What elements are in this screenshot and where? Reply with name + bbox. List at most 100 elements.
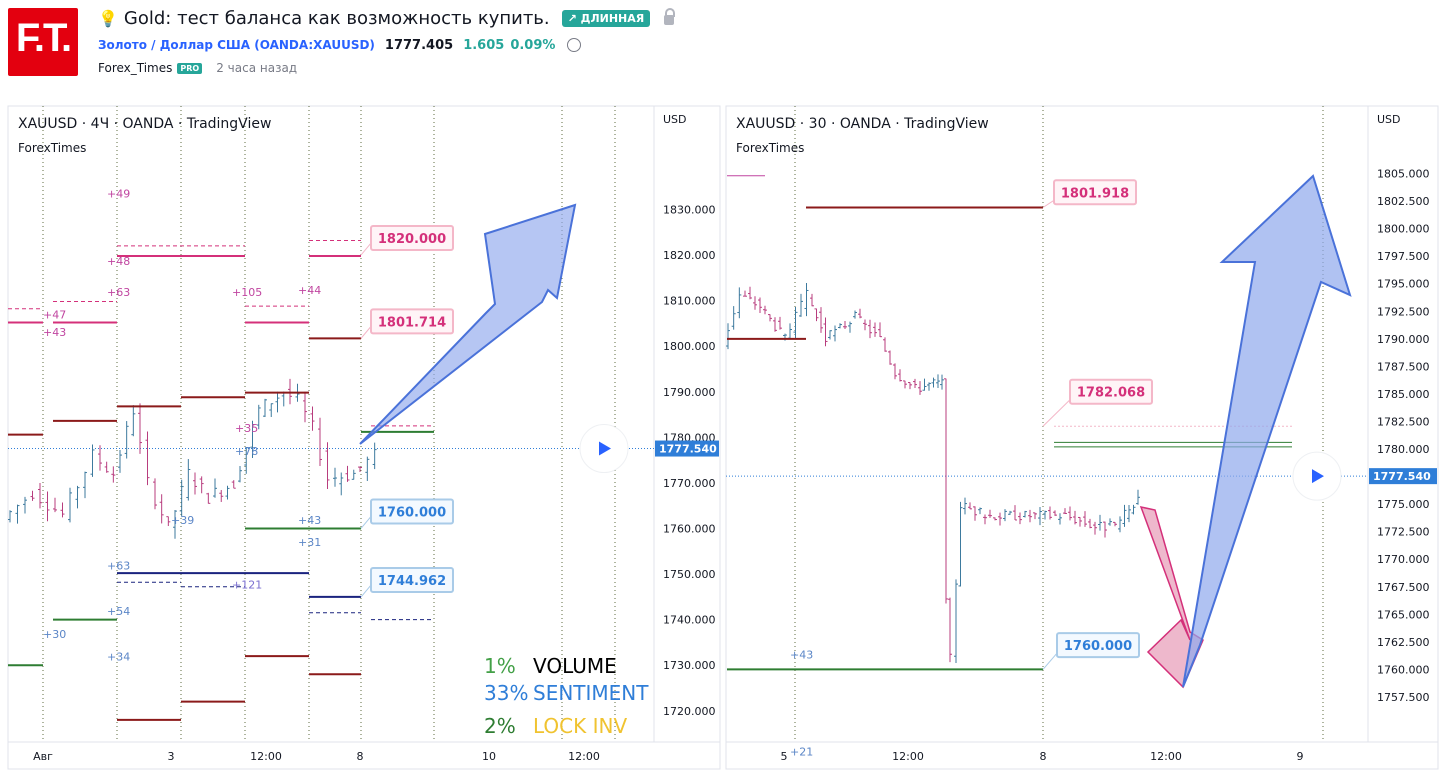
- candles: [8, 378, 377, 539]
- y-tick-label: 1760.000: [1377, 663, 1430, 676]
- percent-annotation: +39: [171, 514, 194, 527]
- play-icon: [599, 441, 611, 456]
- callout-pointer: [1042, 399, 1071, 427]
- symbol-change-pct: 0.09%: [510, 37, 556, 53]
- percent-annotation: +54: [107, 605, 130, 618]
- stat-percent: 2%: [484, 714, 516, 738]
- forecast-arrow-up: [359, 203, 577, 445]
- percent-annotation: +47: [43, 308, 66, 321]
- x-tick-label: 5: [781, 750, 788, 763]
- symbol-change: 1.605: [463, 37, 505, 53]
- percent-annotation: +43: [298, 514, 321, 527]
- watermark-label: ForexTimes: [736, 141, 804, 155]
- y-tick-label: 1830.000: [663, 203, 716, 216]
- x-tick-label: 12:00: [568, 750, 600, 763]
- y-tick-label: 1772.500: [1377, 526, 1430, 539]
- percent-annotation: +44: [298, 284, 321, 297]
- percent-annotation: +63: [107, 559, 130, 572]
- percent-annotation: +49: [107, 188, 130, 201]
- last-price-marker: [1369, 468, 1437, 485]
- percent-annotation: +105: [232, 286, 262, 299]
- level-callout-label: 1782.068: [1077, 386, 1145, 401]
- currency-label: USD: [663, 113, 687, 126]
- y-tick-label: 1800.000: [1377, 223, 1430, 236]
- percent-annotation: +21: [790, 745, 813, 758]
- stat-label: VOLUME: [533, 654, 617, 678]
- y-tick-label: 1800.000: [663, 340, 716, 353]
- y-tick-label: 1765.000: [1377, 608, 1430, 621]
- last-price-label: 1777.540: [1373, 470, 1431, 483]
- callout-pointer: [360, 242, 372, 256]
- alarm-clock-icon[interactable]: [567, 38, 582, 52]
- stat-percent: 1%: [484, 654, 516, 678]
- stat-label: LOCK INV: [533, 714, 627, 738]
- symbol-price: 1777.405: [384, 37, 454, 53]
- x-tick-label: 10: [482, 750, 496, 763]
- level-callout-label: 1760.000: [1064, 639, 1132, 654]
- stat-label: SENTIMENT: [533, 681, 649, 705]
- y-tick-label: 1797.500: [1377, 250, 1430, 263]
- y-tick-label: 1775.000: [1377, 498, 1430, 511]
- watermark-label: ForexTimes: [18, 141, 86, 155]
- lock-icon: [664, 8, 676, 25]
- chart-title: XAUUSD · 4Ч · OANDA · TradingView: [18, 116, 271, 132]
- y-tick-label: 1790.000: [1377, 333, 1430, 346]
- y-tick-label: 1730.000: [663, 659, 716, 672]
- x-tick-label: 12:00: [892, 750, 924, 763]
- long-badge: ↗ ДЛИННАЯ: [561, 9, 651, 27]
- x-tick-label: 8: [357, 750, 364, 763]
- percent-annotation: +63: [107, 286, 130, 299]
- candles: [726, 282, 1140, 663]
- author-link[interactable]: Forex_Times: [98, 61, 173, 75]
- y-tick-label: 1750.000: [663, 568, 716, 581]
- x-tick-label: Авг: [33, 750, 53, 763]
- forextimes-logo[interactable]: F.T.: [8, 8, 78, 76]
- percent-annotation: +121: [232, 579, 262, 592]
- callout-box: [370, 308, 454, 335]
- y-tick-label: 1760.000: [663, 522, 716, 535]
- callout-pointer: [1042, 199, 1055, 208]
- play-icon: [1312, 469, 1324, 484]
- logo-text: F.T.: [15, 16, 72, 60]
- chart-panel-4h[interactable]: 1830.000 1820.000 1810.000 1800.000 1790.000…: [7, 105, 721, 770]
- y-tick-label: 1720.000: [663, 705, 716, 718]
- chart-panel-30m[interactable]: 1805.000 1802.500 1800.000 1797.500 1795.000…: [725, 105, 1439, 770]
- percent-annotation: +78: [235, 445, 258, 458]
- percent-annotation: +30: [43, 628, 66, 641]
- y-tick-label: 1805.000: [1377, 168, 1430, 181]
- lightbulb-icon: 💡: [98, 8, 118, 28]
- x-tick-label: 12:00: [250, 750, 282, 763]
- y-tick-label: 1802.500: [1377, 195, 1430, 208]
- callout-pointer: [360, 516, 372, 529]
- chart-title: XAUUSD · 30 · OANDA · TradingView: [736, 116, 989, 132]
- level-callout-label: 1820.000: [378, 232, 446, 247]
- percent-annotation: +48: [107, 255, 130, 268]
- y-tick-label: 1740.000: [663, 614, 716, 627]
- callout-box: [1056, 632, 1140, 659]
- y-tick-label: 1782.500: [1377, 415, 1430, 428]
- callout-box: [1069, 378, 1153, 405]
- x-tick-label: 12:00: [1150, 750, 1182, 763]
- symbol-link[interactable]: Золото / Доллар США (OANDA:XAUUSD): [98, 38, 375, 52]
- callout-box: [370, 225, 454, 252]
- percent-annotation: +35: [235, 422, 258, 435]
- callout-box: [370, 498, 454, 525]
- callout-pointer: [360, 584, 372, 598]
- currency-label: USD: [1377, 113, 1401, 126]
- percent-annotation: +31: [298, 536, 321, 549]
- stat-percent: 33%: [484, 681, 528, 705]
- pro-badge: PRO: [177, 62, 203, 74]
- y-tick-label: 1770.000: [1377, 553, 1430, 566]
- level-callout-label: 1801.714: [378, 315, 446, 330]
- y-tick-label: 1770.000: [663, 477, 716, 490]
- percent-annotation: +43: [790, 648, 813, 661]
- y-tick-label: 1790.000: [663, 386, 716, 399]
- x-tick-label: 3: [168, 750, 175, 763]
- published-time: 2 часа назад: [216, 61, 298, 75]
- percent-annotation: +43: [43, 326, 66, 339]
- x-tick-label: 9: [1297, 750, 1304, 763]
- y-tick-label: 1762.500: [1377, 636, 1430, 649]
- last-price-label: 1777.540: [659, 443, 717, 456]
- callout-pointer: [1042, 652, 1058, 670]
